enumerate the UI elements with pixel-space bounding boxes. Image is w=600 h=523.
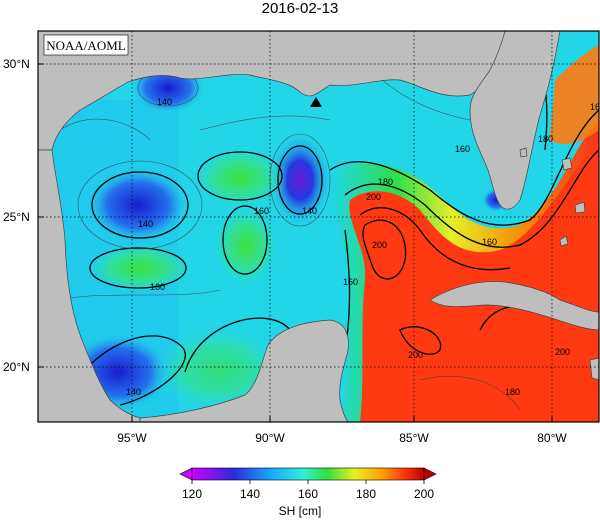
- contour-label: 140: [126, 387, 141, 397]
- station-marker-icon: [310, 97, 322, 107]
- colorbar-unit-label: SH [cm]: [278, 504, 322, 518]
- contour-label: 180: [538, 134, 553, 144]
- contour-label: 160: [455, 144, 470, 154]
- contour-label: 200: [372, 240, 387, 250]
- contour-label: 160: [482, 237, 497, 247]
- contour-label: 160: [343, 277, 358, 287]
- colorbar: 120 140 160 180 200: [179, 467, 437, 501]
- source-label-box: [43, 34, 129, 56]
- contour-label: 160: [590, 102, 600, 112]
- lat-label-30n: 30°N: [3, 57, 30, 71]
- contour-label: 140: [138, 219, 153, 229]
- colorbar-tick: 200: [414, 487, 434, 501]
- contour-label: 140: [302, 206, 317, 216]
- colorbar-low-arrow: [179, 467, 193, 481]
- colorbar-high-arrow: [423, 467, 437, 481]
- graticule: [38, 31, 599, 422]
- colorbar-ramp: [191, 467, 425, 481]
- contour-label: 180: [505, 387, 520, 397]
- colorbar-tick: 180: [356, 487, 376, 501]
- map-field: [38, 31, 599, 422]
- source-label: NOAA/AOML: [46, 38, 126, 53]
- colorbar-tick: 140: [240, 487, 260, 501]
- contour-label: 200: [366, 192, 381, 202]
- contour-label: 180: [378, 177, 393, 187]
- map-frame: [37, 30, 600, 423]
- contour-label: 200: [555, 347, 570, 357]
- contour-label: 200: [408, 350, 423, 360]
- contour-value-labels: 140 140 140 140 160 160 160 160 160 180 …: [126, 97, 600, 397]
- lon-label-90w: 90°W: [255, 431, 285, 445]
- land: [38, 31, 599, 422]
- contour-label: 140: [157, 97, 172, 107]
- colorbar-tick: 120: [182, 487, 202, 501]
- map-title: 2016-02-13: [261, 0, 339, 17]
- lat-label-25n: 25°N: [3, 210, 30, 224]
- lon-label-85w: 85°W: [399, 431, 429, 445]
- contour-label: 160: [254, 206, 269, 216]
- lon-label-80w: 80°W: [537, 431, 567, 445]
- lat-label-20n: 20°N: [3, 360, 30, 374]
- lon-label-95w: 95°W: [117, 431, 147, 445]
- contour-label: 160: [150, 282, 165, 292]
- colorbar-tick: 160: [298, 487, 318, 501]
